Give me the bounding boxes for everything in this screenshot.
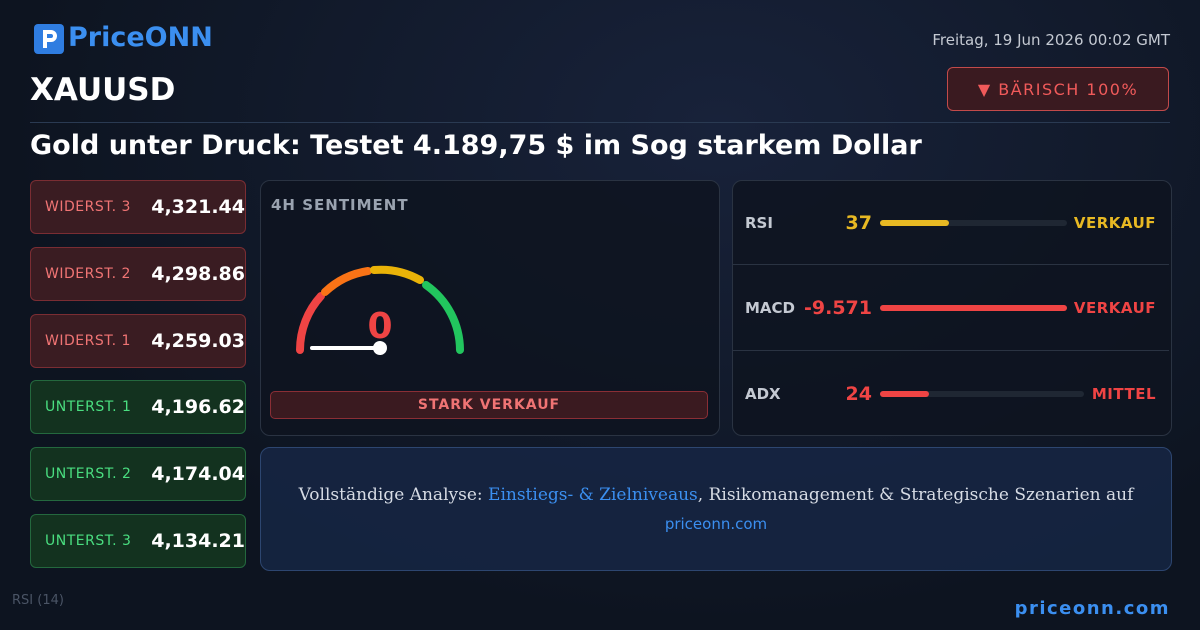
- date: Freitag, 19 Jun 2026 00:02 GMT: [932, 31, 1170, 49]
- logo-text: PriceONN: [68, 22, 213, 53]
- logo-icon: [34, 24, 64, 54]
- indicator-row: RSI 37 VERKAUF: [732, 180, 1170, 265]
- indicator-value: 24: [845, 382, 872, 405]
- divider: [733, 350, 1169, 351]
- indicator-bar: [880, 305, 1067, 311]
- footer-url[interactable]: priceonn.com: [1014, 598, 1170, 619]
- indicator-bar: [880, 390, 929, 397]
- gauge-hub: [373, 341, 387, 355]
- level-box: WIDERST. 1 4,259.03: [30, 313, 246, 368]
- gauge: [296, 265, 464, 355]
- indicator-name: MACD: [745, 299, 795, 317]
- divider: [30, 122, 1170, 123]
- level-label: UNTERST. 3: [45, 533, 132, 549]
- level-value: 4,321.44: [151, 196, 245, 218]
- level-box: UNTERST. 1 4,196.62: [30, 380, 246, 435]
- banner-text: Vollständige Analyse: Einstiegs- & Zieln…: [260, 485, 1172, 505]
- level-value: 4,174.04: [151, 463, 245, 486]
- banner-link[interactable]: Einstiegs- & Zielniveaus: [488, 485, 698, 505]
- level-value: 4,298.86: [151, 262, 245, 285]
- level-label: UNTERST. 1: [45, 399, 132, 416]
- indicator-signal: VERKAUF: [1073, 213, 1156, 232]
- divider: [733, 264, 1169, 265]
- indicator-name: RSI: [745, 213, 773, 232]
- level-box: UNTERST. 3 4,134.21: [30, 514, 246, 568]
- level-value: 4,259.03: [151, 329, 245, 352]
- indicator-signal: VERKAUF: [1073, 299, 1156, 317]
- indicator-value: 37: [845, 211, 872, 234]
- level-value: 4,196.62: [151, 396, 245, 419]
- banner-prefix: Vollständige Analyse:: [298, 485, 489, 505]
- level-box: UNTERST. 2 4,174.04: [30, 447, 246, 502]
- indicator-row: ADX 24 MITTEL: [732, 351, 1170, 436]
- indicator-name: ADX: [745, 384, 781, 403]
- sentiment-title: 4H SENTIMENT: [271, 196, 409, 214]
- sentiment-verdict: STARK VERKAUF: [270, 391, 708, 419]
- gauge-value: 0: [367, 306, 393, 347]
- indicator-value: -9.571: [804, 297, 872, 319]
- banner: [260, 447, 1172, 571]
- level-label: WIDERST. 3: [45, 199, 131, 215]
- sentiment-badge: ▼ BÄRISCH 100%: [947, 67, 1169, 111]
- headline: Gold unter Druck: Testet 4.189,75 $ im S…: [30, 130, 922, 161]
- indicator-bar: [880, 219, 950, 226]
- level-box: WIDERST. 2 4,298.86: [30, 246, 246, 301]
- indicator-track: [880, 219, 1067, 226]
- indicator-track: [880, 390, 1084, 397]
- level-label: WIDERST. 2: [45, 265, 131, 282]
- banner-suffix: , Risikomanagement & Strategische Szenar…: [697, 485, 1134, 505]
- indicator-signal: MITTEL: [1091, 384, 1156, 403]
- banner-url[interactable]: priceonn.com: [664, 515, 768, 533]
- indicator-track: [880, 305, 1067, 311]
- level-box: WIDERST. 3 4,321.44: [30, 180, 246, 234]
- chart-label: RSI (14): [12, 593, 64, 608]
- level-value: 4,134.21: [151, 530, 245, 552]
- symbol: XAUUSD: [30, 72, 176, 108]
- level-label: UNTERST. 2: [45, 466, 132, 483]
- indicator-row: MACD -9.571 VERKAUF: [732, 266, 1170, 351]
- level-label: WIDERST. 1: [45, 332, 131, 349]
